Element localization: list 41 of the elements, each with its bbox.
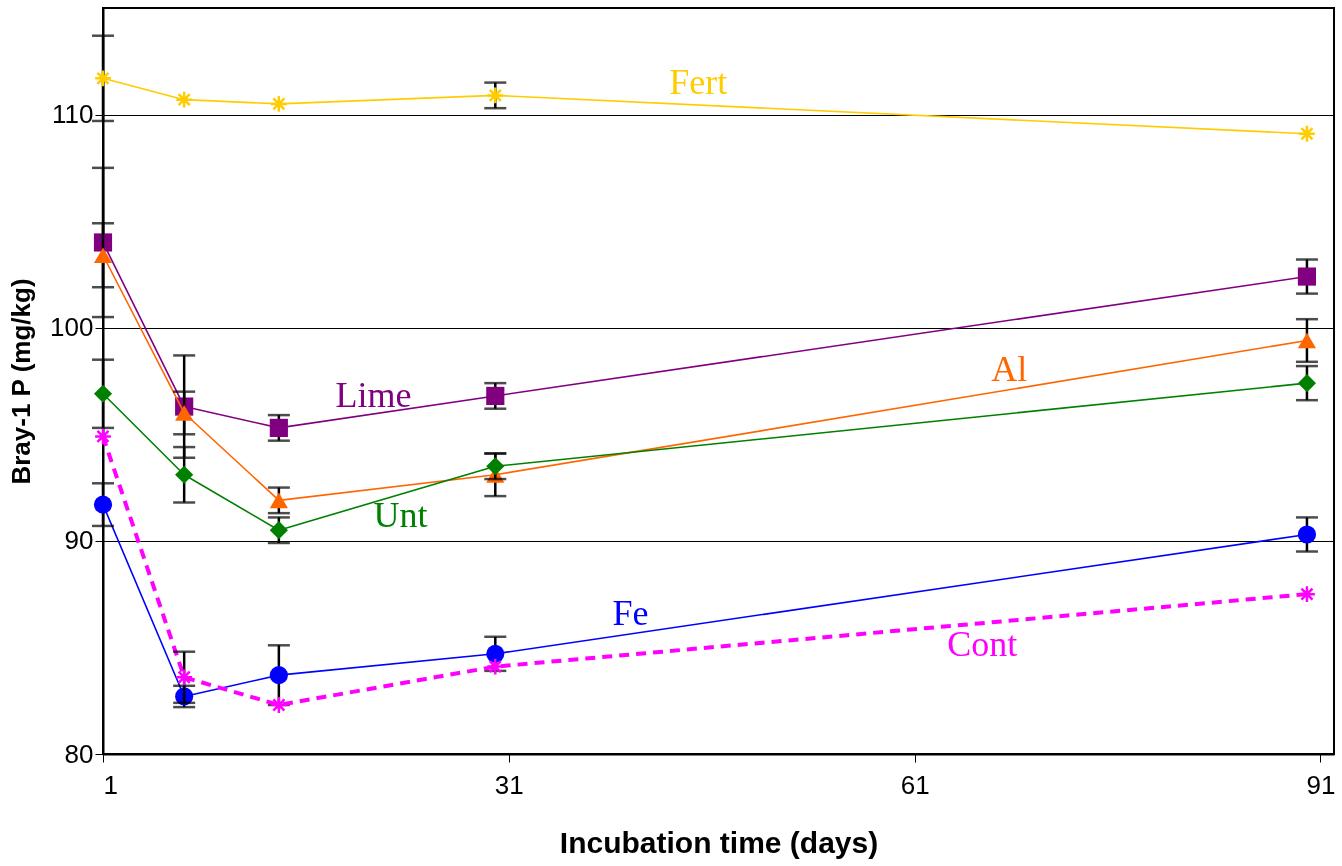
series-label: Lime [335,374,412,415]
series-label: Cont [947,624,1018,665]
point [1297,332,1317,349]
point [269,492,288,509]
point [175,405,194,421]
point [1297,374,1317,393]
point [93,247,113,264]
point [93,495,113,514]
point [269,418,288,437]
point [269,94,289,114]
point [93,427,113,446]
point [93,69,113,88]
series-label: Fe [612,592,649,633]
point [93,384,113,403]
y-tick-label: 110 [52,99,94,130]
series-label: Unt [373,495,428,536]
x-tick-label: 31 [494,769,524,800]
point [1297,124,1317,143]
point [1297,267,1317,286]
point [486,644,505,663]
point [175,465,194,484]
y-tick-label: 80 [64,738,94,769]
point [269,695,289,715]
y-axis-title: Bray-1 P (mg/kg) [6,278,37,485]
y-tick-label: 100 [50,312,94,343]
y-tick-label: 90 [64,525,94,556]
point [269,666,288,685]
series-label: Fert [669,61,728,102]
point [175,668,194,687]
point [486,386,505,405]
point [175,90,194,109]
series-label: Al [991,348,1028,389]
x-tick-label: 1 [103,769,118,800]
point [486,457,505,476]
point [486,86,505,105]
x-tick-label: 91 [1306,769,1336,800]
x-tick-label: 61 [900,769,930,800]
point [269,521,288,540]
x-axis-title: Incubation time (days) [559,825,879,859]
point [1297,525,1317,544]
point [1297,584,1317,604]
